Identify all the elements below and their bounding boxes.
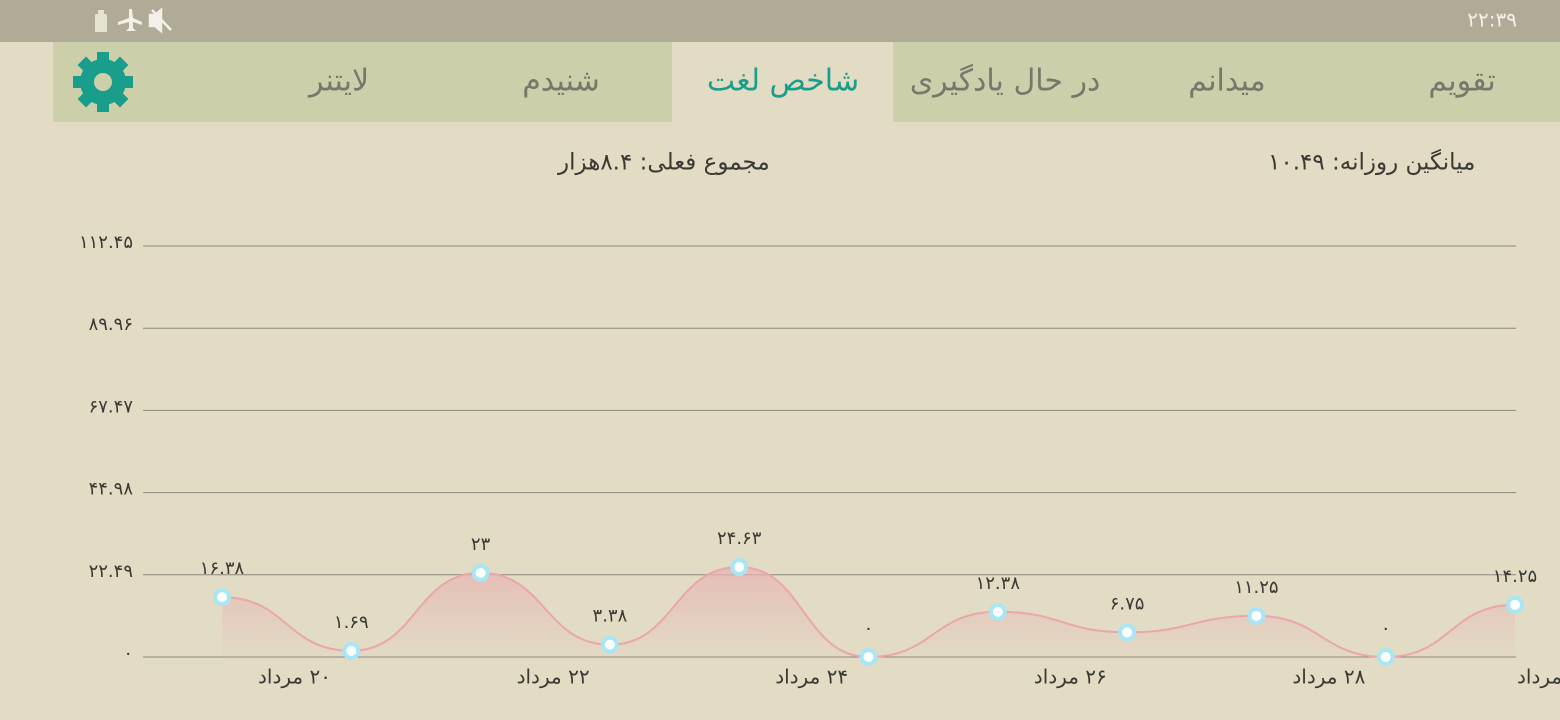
point bbox=[730, 557, 749, 576]
value-label: ۱۲.۳۸ bbox=[976, 573, 1021, 594]
value-label: ۳.۳۸ bbox=[593, 606, 628, 627]
battery-tip bbox=[98, 10, 104, 14]
point bbox=[342, 641, 361, 660]
value-label: ۱۶.۳۸ bbox=[200, 558, 245, 579]
value-label: ۱.۶۹ bbox=[334, 612, 369, 633]
x-tick-label: ۲۶ مرداد bbox=[1034, 665, 1107, 689]
point bbox=[471, 563, 490, 582]
active-tab-bg bbox=[672, 42, 893, 122]
gear-hole bbox=[94, 73, 112, 91]
y-tick-label: ۰ bbox=[123, 643, 133, 664]
x-tick-label: ۳۰ مرداد bbox=[1517, 665, 1560, 689]
x-tick-label: ۲۰ مرداد bbox=[258, 665, 331, 689]
value-label: ۱۱.۲۵ bbox=[1234, 577, 1278, 598]
tab-active[interactable]: شاخص لغت bbox=[707, 64, 859, 99]
value-label: ۰ bbox=[864, 618, 874, 639]
tab[interactable]: میدانم bbox=[1188, 64, 1266, 99]
y-tick-label: ۱۱۲.۴۵ bbox=[79, 232, 133, 253]
line bbox=[221, 565, 1516, 659]
tab[interactable]: در حال یادگیری bbox=[910, 64, 1101, 99]
value-label: ۱۴.۲۵ bbox=[1493, 566, 1537, 587]
y-tick-label: ۲۲.۴۹ bbox=[89, 561, 133, 582]
battery-icon bbox=[95, 14, 107, 32]
value-label: ۶.۷۵ bbox=[1110, 593, 1145, 614]
status-time: ۲۲:۳۹ bbox=[1467, 8, 1517, 32]
current-total: مجموع فعلی: ۸.۴هزار bbox=[557, 150, 770, 176]
y-tick-label: ۴۴.۹۸ bbox=[89, 479, 134, 500]
value-label: ۲۴.۶۳ bbox=[717, 528, 762, 549]
value-label: ۲۳ bbox=[471, 534, 491, 555]
x-tick-label: ۲۸ مرداد bbox=[1292, 665, 1365, 689]
area bbox=[222, 566, 1515, 657]
x-tick-label: ۲۲ مرداد bbox=[517, 665, 590, 689]
point bbox=[600, 635, 619, 654]
point bbox=[859, 648, 878, 666]
status-icons bbox=[95, 7, 172, 34]
x-tick-label: ۲۴ مرداد bbox=[775, 665, 848, 689]
point bbox=[1247, 606, 1266, 625]
y-tick-label: ۶۷.۴۷ bbox=[89, 396, 134, 417]
point bbox=[988, 602, 1007, 621]
tab[interactable]: تقویم bbox=[1428, 64, 1495, 99]
tab[interactable]: شنیدم bbox=[522, 64, 600, 99]
point bbox=[1506, 595, 1524, 614]
daily-average: میانگین روزانه: ۱۰.۴۹ bbox=[1268, 149, 1475, 176]
value-label: ۰ bbox=[1381, 618, 1391, 639]
chart: ۰ ۲۲.۴۹ ۴۴.۹۸ ۶۷.۴۷ ۸۹.۹۶ ۱۱۲.۴۵ ۱۶.۳۸ ۱.۶۹ ۲۳ ۳.… bbox=[79, 232, 1560, 689]
y-tick-label: ۸۹.۹۶ bbox=[89, 314, 133, 335]
status-bar bbox=[0, 0, 1560, 42]
point bbox=[213, 588, 231, 607]
settings-button[interactable] bbox=[73, 52, 133, 112]
tab[interactable]: لایتنر bbox=[307, 64, 369, 99]
mute-icon bbox=[148, 7, 172, 34]
airplane-icon bbox=[118, 9, 142, 31]
point bbox=[1376, 648, 1395, 666]
point bbox=[1118, 623, 1137, 642]
